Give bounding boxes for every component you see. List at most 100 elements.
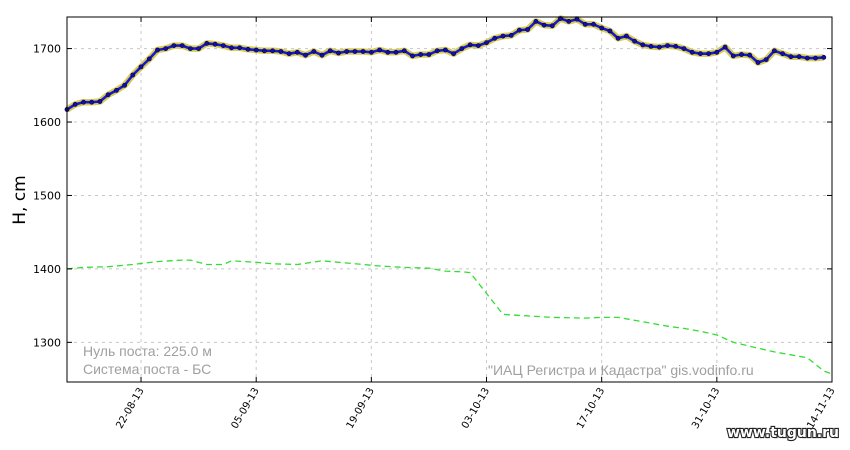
y-tick-label: 1600 xyxy=(33,116,61,129)
x-tick-label: 05-09-13 xyxy=(230,386,262,431)
level-point xyxy=(739,52,744,57)
level-point xyxy=(665,43,670,48)
level-line xyxy=(66,17,824,111)
level-point xyxy=(303,52,308,58)
plot-frame xyxy=(66,16,833,383)
y-tick-label: 1300 xyxy=(33,336,61,349)
level-point xyxy=(286,51,292,57)
level-point xyxy=(549,23,555,29)
watermark: www.tugun.ru xyxy=(727,425,839,441)
reference-level-line xyxy=(66,259,833,375)
level-point xyxy=(89,99,95,105)
level-point xyxy=(796,54,802,60)
level-point xyxy=(632,38,637,44)
level-point xyxy=(220,43,226,48)
level-point xyxy=(237,45,243,51)
level-point xyxy=(698,51,703,57)
level-point xyxy=(475,43,481,48)
source-note: "ИАЦ Регистра и Кадастра" gis.vodinfo.ru xyxy=(488,362,754,378)
level-point xyxy=(788,54,794,60)
level-point xyxy=(97,99,103,104)
level-point xyxy=(459,46,465,51)
level-point xyxy=(171,43,177,48)
level-point xyxy=(591,21,596,27)
level-point xyxy=(566,18,572,24)
level-point xyxy=(146,56,152,62)
level-point xyxy=(122,82,127,88)
level-point xyxy=(755,60,761,65)
level-point xyxy=(336,50,341,56)
level-point xyxy=(451,51,456,57)
level-point xyxy=(533,18,539,24)
y-axis-label: H, cm xyxy=(10,175,30,225)
level-point xyxy=(163,46,169,51)
level-point xyxy=(179,43,185,48)
level-point xyxy=(360,49,366,54)
level-point xyxy=(714,49,720,55)
level-point xyxy=(615,35,621,41)
level-point xyxy=(607,28,613,34)
level-point xyxy=(640,42,646,48)
level-point xyxy=(648,44,654,49)
level-point xyxy=(72,102,78,107)
level-point xyxy=(673,44,679,49)
level-point xyxy=(525,27,530,32)
level-point xyxy=(599,25,605,31)
level-point xyxy=(204,41,210,46)
level-point xyxy=(508,33,514,38)
level-point xyxy=(212,41,218,47)
level-point xyxy=(624,33,629,39)
level-point xyxy=(196,46,201,51)
level-point xyxy=(500,33,506,39)
level-point xyxy=(114,88,119,93)
level-point xyxy=(327,48,333,54)
level-point xyxy=(352,49,358,54)
level-point xyxy=(401,48,407,54)
level-point xyxy=(393,49,399,55)
y-tick-label: 1500 xyxy=(33,189,61,202)
level-point xyxy=(681,46,687,51)
level-point xyxy=(689,49,695,55)
level-point xyxy=(138,64,144,70)
zero-post-note: Нуль поста: 225.0 м xyxy=(83,343,212,359)
level-point xyxy=(344,49,350,54)
level-point xyxy=(780,51,785,57)
y-tick-label: 1700 xyxy=(33,43,61,56)
level-point xyxy=(706,51,711,57)
level-point xyxy=(426,52,432,57)
level-point xyxy=(730,53,736,59)
level-point xyxy=(722,44,728,50)
level-point xyxy=(813,55,818,61)
level-point xyxy=(278,49,284,54)
series-layer xyxy=(64,15,833,375)
level-point xyxy=(821,55,827,60)
x-tick-label: 17-10-13 xyxy=(575,386,607,431)
level-point xyxy=(574,16,580,22)
level-point xyxy=(377,47,382,53)
level-point xyxy=(311,49,317,54)
level-point xyxy=(467,42,473,48)
level-point xyxy=(410,53,415,59)
level-point xyxy=(105,92,111,98)
level-point xyxy=(492,35,498,41)
system-note: Система поста - БС xyxy=(83,361,211,377)
level-point xyxy=(442,47,448,53)
level-point xyxy=(245,46,251,52)
level-line-halo xyxy=(65,15,825,113)
level-point xyxy=(541,22,547,28)
x-tick-label: 03-10-13 xyxy=(460,386,492,431)
level-point xyxy=(253,47,259,53)
level-point xyxy=(656,44,662,50)
level-point xyxy=(747,52,753,58)
level-point xyxy=(804,55,810,61)
grid-lines xyxy=(67,17,833,382)
level-point xyxy=(368,49,374,55)
level-point xyxy=(385,49,391,55)
level-point xyxy=(130,72,136,78)
level-point xyxy=(155,47,160,53)
level-point xyxy=(261,48,267,54)
level-point xyxy=(418,52,424,57)
x-tick-label: 22-08-13 xyxy=(114,386,146,431)
y-tick-label: 1400 xyxy=(33,263,61,276)
